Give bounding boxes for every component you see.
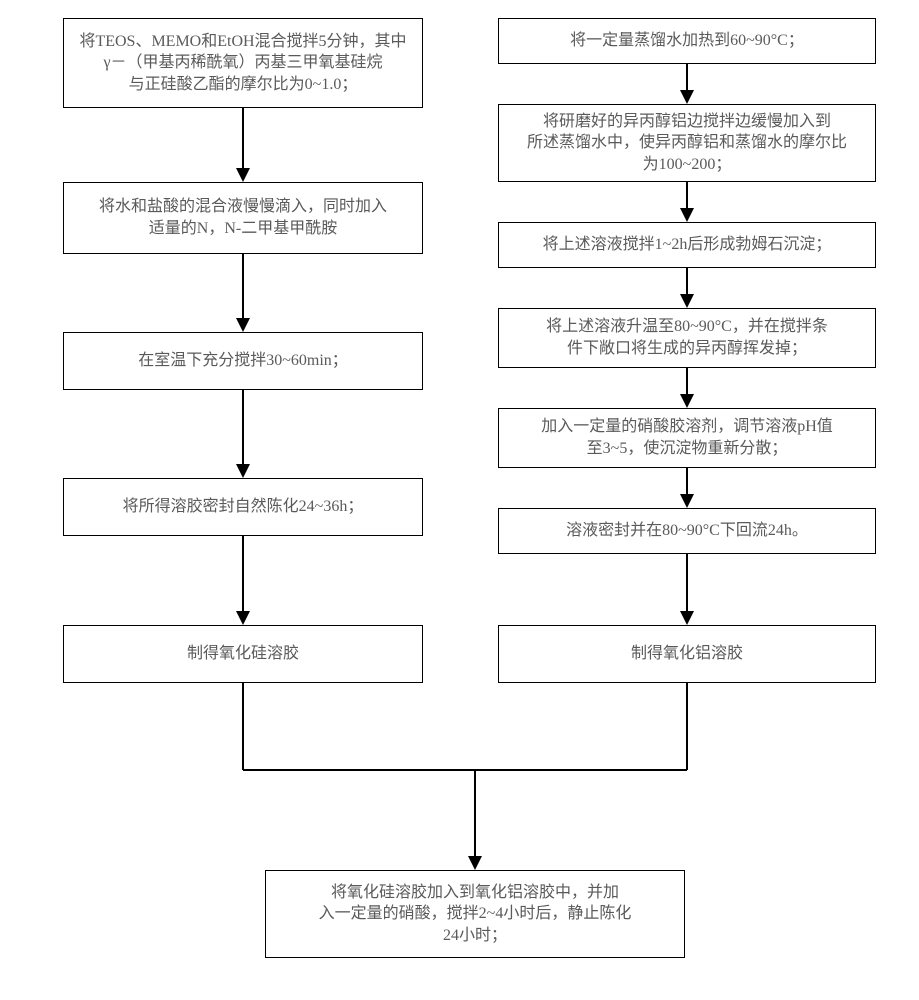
flowchart-node-R7: 制得氧化铝溶胶	[498, 625, 876, 683]
node-label: 将研磨好的异丙醇铝边搅拌边缓慢加入到 所述蒸馏水中，使异丙醇铝和蒸馏水的摩尔比 …	[527, 111, 847, 176]
flowchart-node-R3: 将上述溶液搅拌1~2h后形成勃姆石沉淀；	[498, 222, 876, 268]
node-label: 将氧化硅溶胶加入到氧化铝溶胶中，并加 入一定量的硝酸，搅拌2~4小时后，静止陈化…	[319, 882, 632, 947]
node-label: 制得氧化硅溶胶	[187, 643, 299, 665]
arrow-head-icon	[680, 294, 694, 308]
arrow-head-icon	[680, 494, 694, 508]
node-label: 将水和盐酸的混合液慢慢滴入，同时加入 适量的N，N-二甲基甲酰胺	[99, 196, 387, 239]
node-label: 将一定量蒸馏水加热到60~90°C；	[570, 30, 804, 52]
flowchart-node-L2: 将水和盐酸的混合液慢慢滴入，同时加入 适量的N，N-二甲基甲酰胺	[63, 182, 423, 254]
arrow-head-icon	[680, 394, 694, 408]
flowchart-node-L3: 在室温下充分搅拌30~60min；	[63, 332, 423, 390]
node-label: 溶液密封并在80~90°C下回流24h。	[566, 520, 808, 542]
flowchart-node-L5: 制得氧化硅溶胶	[63, 625, 423, 683]
node-label: 制得氧化铝溶胶	[631, 643, 743, 665]
arrow-head-icon	[468, 856, 482, 870]
node-label: 将所得溶胶密封自然陈化24~36h；	[123, 496, 364, 518]
node-label: 将上述溶液升温至80~90°C，并在搅拌条 件下敞口将生成的异丙醇挥发掉；	[546, 316, 828, 359]
flowchart-node-L4: 将所得溶胶密封自然陈化24~36h；	[63, 478, 423, 536]
flowchart-node-R4: 将上述溶液升温至80~90°C，并在搅拌条 件下敞口将生成的异丙醇挥发掉；	[498, 308, 876, 368]
flowchart-node-M1: 将氧化硅溶胶加入到氧化铝溶胶中，并加 入一定量的硝酸，搅拌2~4小时后，静止陈化…	[265, 870, 685, 958]
flowchart-node-R2: 将研磨好的异丙醇铝边搅拌边缓慢加入到 所述蒸馏水中，使异丙醇铝和蒸馏水的摩尔比 …	[498, 104, 876, 182]
arrow-head-icon	[236, 464, 250, 478]
arrow-head-icon	[236, 318, 250, 332]
flowchart-node-R1: 将一定量蒸馏水加热到60~90°C；	[498, 18, 876, 64]
arrow-head-icon	[680, 90, 694, 104]
node-label: 在室温下充分搅拌30~60min；	[138, 350, 348, 372]
arrow-head-icon	[680, 208, 694, 222]
arrow-head-icon	[680, 611, 694, 625]
node-label: 将TEOS、MEMO和EtOH混合搅拌5分钟，其中 γ－（甲基丙稀酰氧）丙基三甲…	[79, 31, 406, 96]
connector-line	[242, 683, 244, 770]
flowchart-node-L1: 将TEOS、MEMO和EtOH混合搅拌5分钟，其中 γ－（甲基丙稀酰氧）丙基三甲…	[63, 18, 423, 108]
connector-line	[474, 770, 476, 868]
node-label: 将上述溶液搅拌1~2h后形成勃姆石沉淀；	[543, 234, 832, 256]
flowchart-canvas: 将TEOS、MEMO和EtOH混合搅拌5分钟，其中 γ－（甲基丙稀酰氧）丙基三甲…	[0, 0, 919, 1000]
node-label: 加入一定量的硝酸胶溶剂，调节溶液pH值 至3~5，使沉淀物重新分散；	[541, 416, 833, 459]
connector-line	[242, 536, 244, 623]
arrow-head-icon	[236, 168, 250, 182]
connector-line	[686, 683, 688, 770]
arrow-head-icon	[236, 611, 250, 625]
connector-line	[243, 769, 687, 771]
flowchart-node-R6: 溶液密封并在80~90°C下回流24h。	[498, 508, 876, 554]
flowchart-node-R5: 加入一定量的硝酸胶溶剂，调节溶液pH值 至3~5，使沉淀物重新分散；	[498, 408, 876, 468]
